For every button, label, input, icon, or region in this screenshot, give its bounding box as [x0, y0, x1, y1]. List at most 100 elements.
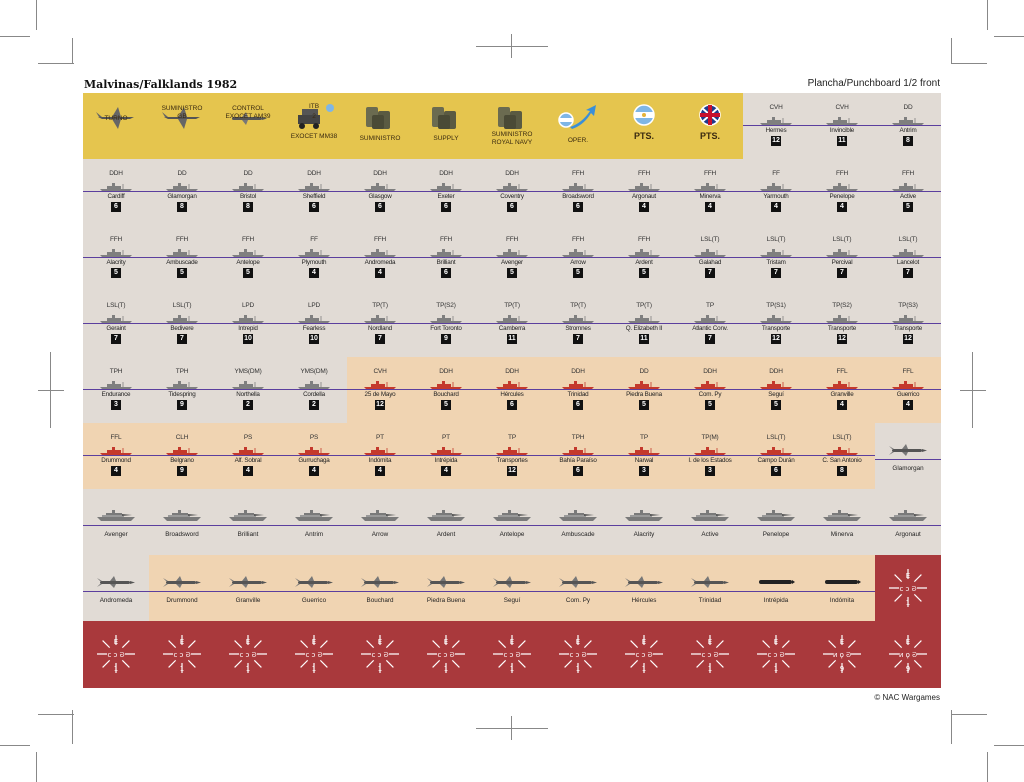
- missile-counter[interactable]: Piedra Buena: [413, 555, 479, 621]
- compass-counter[interactable]: E 1 ᴄ ᴐ ᘐ: [281, 621, 347, 688]
- ship-counter[interactable]: TPH Tidespring 9: [149, 357, 215, 423]
- ship-counter[interactable]: CVH Invincible 11: [809, 93, 875, 159]
- compass-counter[interactable]: E 1 ᴄ ᴐ ᘐ: [413, 621, 479, 688]
- ship-counter[interactable]: PS Gurruchaga 4: [281, 423, 347, 489]
- ship-counter[interactable]: TPH Bahía Paraíso 6: [545, 423, 611, 489]
- missile-counter[interactable]: Brilliant: [215, 489, 281, 555]
- compass-counter[interactable]: E 1 ᴄ ᴐ ᘐ: [743, 621, 809, 688]
- missile-counter[interactable]: Seguí: [479, 555, 545, 621]
- ship-counter[interactable]: TP(T) Q. Elizabeth II 11: [611, 291, 677, 357]
- missile-counter[interactable]: Antrim: [281, 489, 347, 555]
- missile-counter[interactable]: Intrépida: [743, 555, 809, 621]
- missile-counter[interactable]: Antelope: [479, 489, 545, 555]
- missile-counter[interactable]: Com. Py: [545, 555, 611, 621]
- ship-counter[interactable]: DD Glamorgan 8: [149, 159, 215, 225]
- ship-counter[interactable]: FFH Penelope 4: [809, 159, 875, 225]
- missile-counter[interactable]: Argonaut: [875, 489, 941, 555]
- missile-counter[interactable]: Penelope: [743, 489, 809, 555]
- compass-counter[interactable]: E 1 ᴄ ᴐ ᘐ: [347, 621, 413, 688]
- game-marker-counter[interactable]: SUMINISTRO GB: [149, 93, 215, 159]
- ship-counter[interactable]: TP(S2) Transporte 12: [809, 291, 875, 357]
- ship-counter[interactable]: TP(S3) Transporte 12: [875, 291, 941, 357]
- ship-counter[interactable]: LSL(T) Campo Durán 6: [743, 423, 809, 489]
- ship-counter[interactable]: PT Indómita 4: [347, 423, 413, 489]
- ship-counter[interactable]: LSL(T) Lancelot 7: [875, 225, 941, 291]
- game-marker-counter[interactable]: CONTROL EXOCET AM39: [215, 93, 281, 159]
- ship-counter[interactable]: CVH Hermes 12: [743, 93, 809, 159]
- game-marker-counter[interactable]: TURNO: [83, 93, 149, 159]
- ship-counter[interactable]: DDH Hércules 6: [479, 357, 545, 423]
- ship-counter[interactable]: FFH Minerva 4: [677, 159, 743, 225]
- ship-counter[interactable]: FFH Active 5: [875, 159, 941, 225]
- ship-counter[interactable]: DD Piedra Buena 5: [611, 357, 677, 423]
- ship-counter[interactable]: PT Intrépida 4: [413, 423, 479, 489]
- missile-counter[interactable]: Minerva: [809, 489, 875, 555]
- ship-counter[interactable]: DDH Bouchard 5: [413, 357, 479, 423]
- game-marker-counter[interactable]: SUMINISTRO: [347, 93, 413, 159]
- missile-counter[interactable]: Trinidad: [677, 555, 743, 621]
- ship-counter[interactable]: FFH Andromeda 4: [347, 225, 413, 291]
- ship-counter[interactable]: LSL(T) Percival 7: [809, 225, 875, 291]
- compass-counter[interactable]: E 9 ᴎ ϙ ᘐ: [875, 621, 941, 688]
- ship-counter[interactable]: LPD Intrepid 10: [215, 291, 281, 357]
- game-marker-counter[interactable]: PTS.: [677, 93, 743, 159]
- ship-counter[interactable]: DDH Glasgow 6: [347, 159, 413, 225]
- ship-counter[interactable]: TP Transportes 12: [479, 423, 545, 489]
- ship-counter[interactable]: CLH Belgrano 9: [149, 423, 215, 489]
- compass-counter[interactable]: E 1 ᴄ ᴐ ᘐ: [215, 621, 281, 688]
- ship-counter[interactable]: DD Antrim 8: [875, 93, 941, 159]
- missile-counter[interactable]: Avenger: [83, 489, 149, 555]
- ship-counter[interactable]: FFH Ambuscade 5: [149, 225, 215, 291]
- missile-counter[interactable]: Drummond: [149, 555, 215, 621]
- ship-counter[interactable]: CVH 25 de Mayo 12: [347, 357, 413, 423]
- ship-counter[interactable]: TPH Endurance 3: [83, 357, 149, 423]
- ship-counter[interactable]: TP(T) Nordland 7: [347, 291, 413, 357]
- ship-counter[interactable]: DDH Coventry 6: [479, 159, 545, 225]
- ship-counter[interactable]: TP(S2) Fort Toronto 9: [413, 291, 479, 357]
- ship-counter[interactable]: LSL(T) Bedivere 7: [149, 291, 215, 357]
- compass-counter[interactable]: E 1 ᴄ ᴐ ᘐ: [875, 555, 941, 621]
- missile-counter[interactable]: Active: [677, 489, 743, 555]
- ship-counter[interactable]: YMS(DM) Northella 2: [215, 357, 281, 423]
- missile-counter[interactable]: Granville: [215, 555, 281, 621]
- ship-counter[interactable]: DDH Com. Py 5: [677, 357, 743, 423]
- ship-counter[interactable]: FFH Avenger 5: [479, 225, 545, 291]
- ship-counter[interactable]: LSL(T) Galahad 7: [677, 225, 743, 291]
- compass-counter[interactable]: E 1 ᴄ ᴐ ᘐ: [83, 621, 149, 688]
- game-marker-counter[interactable]: PTS.: [611, 93, 677, 159]
- compass-counter[interactable]: E 1 ᴄ ᴐ ᘐ: [479, 621, 545, 688]
- ship-counter[interactable]: FFH Brilliant 6: [413, 225, 479, 291]
- ship-counter[interactable]: LSL(T) C. San Antonio 8: [809, 423, 875, 489]
- game-marker-counter[interactable]: SUMINISTRO ROYAL NAVY: [479, 93, 545, 159]
- missile-counter[interactable]: Hércules: [611, 555, 677, 621]
- ship-counter[interactable]: DDH Seguí 5: [743, 357, 809, 423]
- ship-counter[interactable]: YMS(DM) Cordella 2: [281, 357, 347, 423]
- ship-counter[interactable]: FFL Granville 4: [809, 357, 875, 423]
- compass-counter[interactable]: E 1 ᴄ ᴐ ᘐ: [545, 621, 611, 688]
- missile-counter[interactable]: Ardent: [413, 489, 479, 555]
- ship-counter[interactable]: LSL(T) Tristam 7: [743, 225, 809, 291]
- ship-counter[interactable]: FFH Argonaut 4: [611, 159, 677, 225]
- ship-counter[interactable]: LSL(T) Geraint 7: [83, 291, 149, 357]
- ship-counter[interactable]: FFH Broadsword 6: [545, 159, 611, 225]
- ship-counter[interactable]: LPD Fearless 10: [281, 291, 347, 357]
- ship-counter[interactable]: TP(T) Stromnes 7: [545, 291, 611, 357]
- missile-counter[interactable]: Arrow: [347, 489, 413, 555]
- ship-counter[interactable]: FF Plymouth 4: [281, 225, 347, 291]
- ship-counter[interactable]: DDH Trinidad 6: [545, 357, 611, 423]
- ship-counter[interactable]: TP Atlantic Conv. 7: [677, 291, 743, 357]
- compass-counter[interactable]: E 1 ᴄ ᴐ ᘐ: [149, 621, 215, 688]
- ship-counter[interactable]: FFH Alacrity 5: [83, 225, 149, 291]
- ship-counter[interactable]: FFH Antelope 5: [215, 225, 281, 291]
- compass-counter[interactable]: E 9 ᴎ ϙ ᘐ: [809, 621, 875, 688]
- missile-counter[interactable]: Bouchard: [347, 555, 413, 621]
- missile-counter[interactable]: Andromeda: [83, 555, 149, 621]
- ship-counter[interactable]: FFL Guerrico 4: [875, 357, 941, 423]
- ship-counter[interactable]: DDH Cardiff 6: [83, 159, 149, 225]
- ship-counter[interactable]: FFL Drummond 4: [83, 423, 149, 489]
- game-marker-counter[interactable]: SUPPLY: [413, 93, 479, 159]
- missile-counter[interactable]: Broadsword: [149, 489, 215, 555]
- game-marker-counter[interactable]: ITB 2 EXOCET MM38: [281, 93, 347, 159]
- ship-counter[interactable]: DD Bristol 8: [215, 159, 281, 225]
- game-marker-counter[interactable]: OPER.: [545, 93, 611, 159]
